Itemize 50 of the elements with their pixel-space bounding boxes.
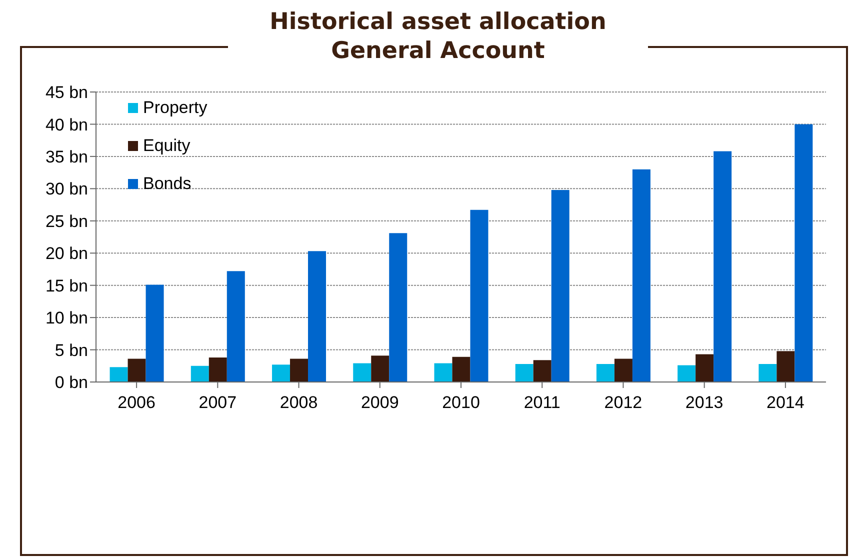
y-tick-label: 5 bn	[54, 340, 88, 360]
x-tick-label: 2011	[524, 393, 560, 412]
bar	[452, 356, 470, 382]
y-tick-label: 30 bn	[45, 180, 88, 199]
bar	[533, 360, 552, 382]
x-tick-label: 2007	[198, 393, 237, 412]
x-tick-label: 2008	[280, 393, 318, 412]
bar	[758, 364, 777, 382]
x-tick-label: 2009	[360, 393, 399, 412]
bar	[470, 210, 488, 382]
y-tick-label: 40 bn	[45, 115, 88, 134]
bar	[290, 358, 308, 382]
bar	[389, 233, 408, 382]
bar	[632, 169, 650, 382]
y-tick-label: 15 bn	[45, 276, 88, 296]
bar	[794, 124, 813, 382]
x-tick-label: 2012	[604, 393, 642, 412]
x-tick-label: 2010	[442, 393, 480, 412]
x-tick-label: 2013	[685, 393, 724, 412]
legend-label: Bonds	[142, 174, 192, 194]
bar	[146, 284, 164, 382]
bar	[515, 364, 534, 382]
legend-label: Property	[142, 98, 208, 118]
bar	[308, 251, 326, 382]
bar	[110, 367, 128, 382]
bar	[128, 358, 146, 382]
bar	[596, 364, 614, 382]
bar	[272, 364, 290, 382]
y-tick-label: 45 bn	[45, 83, 88, 102]
bar	[371, 356, 390, 382]
x-tick-label: 2014	[766, 393, 804, 412]
bar	[696, 354, 714, 382]
y-tick-label: 35 bn	[45, 147, 88, 166]
y-tick-label: 10 bn	[45, 308, 88, 328]
x-tick-label: 2006	[118, 393, 156, 412]
y-tick-label: 0 bn	[54, 373, 88, 392]
legend-label: Equity	[142, 136, 192, 156]
bar	[190, 366, 209, 382]
bar	[678, 365, 696, 382]
y-tick-label: 25 bn	[45, 212, 88, 231]
chart-title: Historical asset allocation General Account	[228, 8, 648, 66]
bar	[776, 351, 795, 382]
bar	[614, 358, 632, 382]
bar	[226, 271, 245, 382]
bar	[208, 358, 227, 382]
bar	[714, 151, 732, 382]
bar	[353, 363, 372, 382]
bar	[434, 363, 452, 382]
y-tick-label: 20 bn	[45, 244, 88, 264]
bar	[551, 190, 570, 382]
